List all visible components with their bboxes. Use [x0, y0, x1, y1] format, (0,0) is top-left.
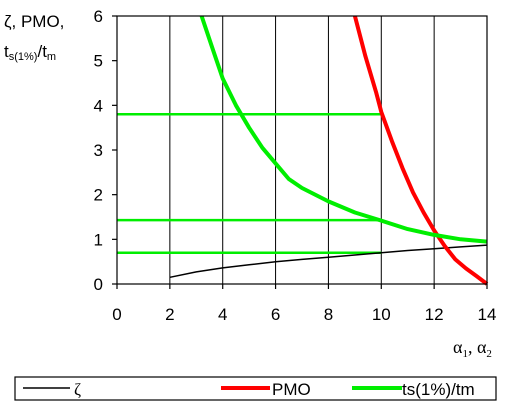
plot-frame	[116, 15, 488, 285]
tick-marks	[112, 15, 488, 289]
y-axis-label-line2: ts(1%)/tm	[4, 42, 56, 63]
y-tick-labels: 0 1 2 3 4 5 6	[94, 7, 103, 294]
x-tick-label-10: 10	[372, 305, 391, 324]
x-tick-label-14: 14	[478, 305, 497, 324]
y-tick-label-5: 5	[94, 52, 103, 71]
series-line-0	[169, 244, 488, 279]
y-axis-label-line1: ζ, PMO,	[4, 12, 64, 31]
x-tick-label-8: 8	[324, 305, 333, 324]
x-tick-label-6: 6	[271, 305, 280, 324]
legend-label-pmo: PMO	[272, 380, 311, 399]
series-line-2	[199, 15, 488, 244]
legend-label-zeta: ζ	[74, 380, 81, 399]
grid-lines	[169, 16, 488, 284]
y-tick-label-6: 6	[94, 7, 103, 26]
y-tick-label-0: 0	[94, 275, 103, 294]
y-tick-label-3: 3	[94, 141, 103, 160]
x-tick-label-0: 0	[112, 305, 121, 324]
legend: ζ PMO ts(1%)/tm	[14, 376, 497, 401]
reference-lines	[117, 113, 382, 254]
series-line-1	[352, 15, 489, 286]
x-tick-labels: 0 2 4 6 8 10 12 14	[112, 305, 496, 324]
x-tick-label-12: 12	[425, 305, 444, 324]
series-lines	[169, 15, 489, 286]
legend-label-ts: ts(1%)/tm	[402, 380, 475, 399]
y-tick-label-1: 1	[94, 230, 103, 249]
y-tick-label-2: 2	[94, 186, 103, 205]
y-tick-label-4: 4	[94, 96, 103, 115]
x-tick-label-2: 2	[165, 305, 174, 324]
x-axis-label: α1, α2	[453, 337, 492, 360]
x-tick-label-4: 4	[218, 305, 227, 324]
